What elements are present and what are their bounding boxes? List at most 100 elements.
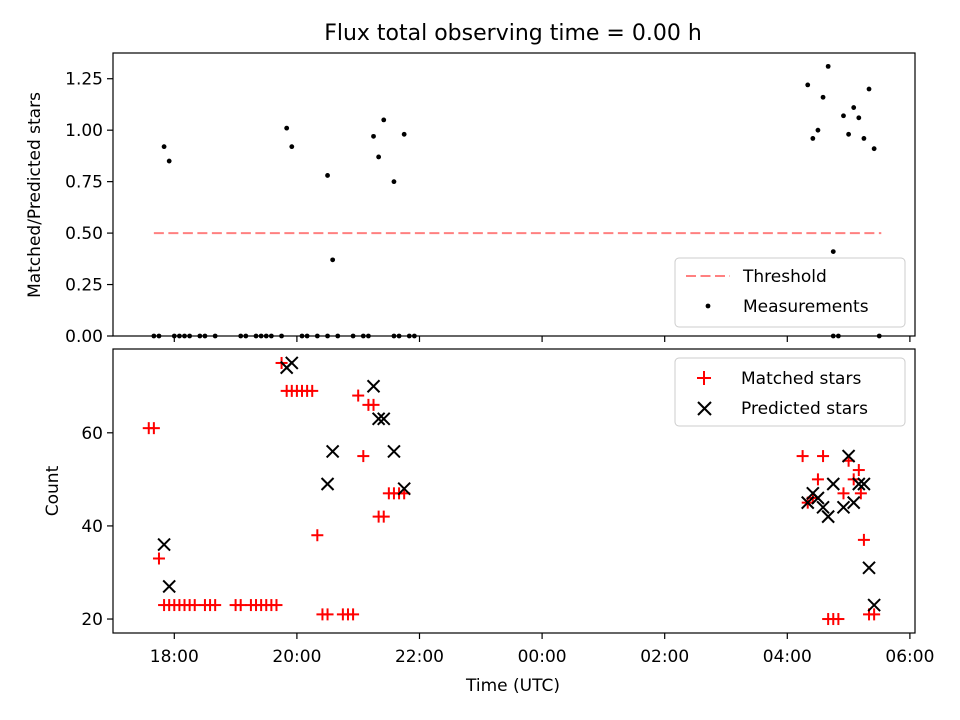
matched-point xyxy=(306,384,319,397)
matched-point xyxy=(311,529,324,542)
predicted-point xyxy=(857,477,871,491)
top-ytick-label: 1.25 xyxy=(65,70,103,90)
bottom-legend-box xyxy=(674,357,906,427)
predicted-point xyxy=(371,412,386,426)
top-ytick-label: 0.00 xyxy=(65,327,103,347)
legend-measurements-label: Measurements xyxy=(743,297,869,317)
predicted-point xyxy=(397,481,411,496)
top-title: Flux total observing time = 0.00 h xyxy=(324,21,702,46)
measurement-point xyxy=(805,82,811,88)
predicted-point xyxy=(157,537,171,552)
bottom-ytick-label: 60 xyxy=(81,424,103,444)
top-ytick-label: 1.00 xyxy=(65,121,103,141)
matched-point xyxy=(796,450,809,463)
top-ytick-label: 0.50 xyxy=(65,224,103,244)
matched-point xyxy=(147,422,160,435)
measurement-point xyxy=(401,131,407,137)
bottom-panel: Count Time (UTC) 20 40 60 18:00 20:00 22:00 00… xyxy=(43,348,934,696)
legend-predicted-swatch xyxy=(697,401,712,416)
legend-threshold-label: Threshold xyxy=(742,267,827,287)
predicted-point xyxy=(862,561,876,575)
measurement-point xyxy=(851,105,857,110)
measurement-point xyxy=(841,113,846,119)
predicted-point xyxy=(801,495,815,510)
measurement-point xyxy=(820,94,826,100)
bottom-xtick-label: 20:00 xyxy=(272,647,321,667)
measurement-point xyxy=(856,115,862,121)
legend-predicted-label: Predicted stars xyxy=(741,399,868,419)
top-legend-box xyxy=(674,257,906,328)
predicted-point xyxy=(852,477,866,491)
measurement-point xyxy=(391,179,397,185)
matched-point xyxy=(377,510,390,523)
predicted-point xyxy=(836,500,851,515)
bottom-xtick-label: 06:00 xyxy=(885,647,934,667)
predicted-point xyxy=(846,495,861,510)
top-axes-frame xyxy=(112,52,916,337)
matched-point xyxy=(857,533,870,546)
legend-matched-label: Matched stars xyxy=(741,369,861,389)
top-panel: Flux total observing time = 0.00 h Match… xyxy=(25,21,916,347)
predicted-point xyxy=(816,500,830,515)
matched-point xyxy=(852,464,865,477)
predicted-point xyxy=(325,444,340,459)
predicted-point xyxy=(377,412,391,426)
matched-point xyxy=(811,473,824,486)
measurement-point xyxy=(289,144,295,150)
bottom-xlabel: Time (UTC) xyxy=(465,676,560,696)
measurement-point xyxy=(381,117,387,123)
measurement-point xyxy=(871,146,877,152)
matched-point xyxy=(347,608,360,621)
predicted-point xyxy=(387,444,401,459)
bottom-xtick-label: 04:00 xyxy=(763,647,812,667)
bottom-xtick-label: 22:00 xyxy=(395,647,444,667)
matched-point xyxy=(837,487,850,500)
top-ylabel: Matched/Predicted stars xyxy=(25,92,45,298)
measurement-point xyxy=(166,158,172,164)
predicted-point xyxy=(841,449,856,463)
measurement-point xyxy=(284,125,290,131)
measurement-point xyxy=(161,144,167,150)
measurement-point xyxy=(376,154,382,160)
matched-point xyxy=(817,450,830,463)
matched-point xyxy=(832,613,845,626)
measurement-point xyxy=(330,257,336,263)
top-ytick-label: 0.75 xyxy=(65,173,103,193)
top-legend: Threshold Measurements xyxy=(674,257,906,328)
legend-matched-swatch xyxy=(697,371,711,385)
measurement-point xyxy=(846,131,851,137)
predicted-point xyxy=(821,509,835,524)
measurement-point xyxy=(830,249,836,255)
bottom-xtick-label: 00:00 xyxy=(518,647,567,667)
bottom-legend: Matched stars Predicted stars xyxy=(674,357,906,427)
matched-point xyxy=(352,389,365,402)
bottom-xtick-label: 18:00 xyxy=(150,647,199,667)
matched-point xyxy=(188,599,201,612)
bottom-axes-frame xyxy=(112,348,916,634)
predicted-series xyxy=(157,356,881,612)
legend-measurements-swatch xyxy=(705,303,711,309)
bottom-xtick-label: 02:00 xyxy=(640,647,689,667)
matched-point xyxy=(367,398,380,411)
measurement-point xyxy=(825,63,831,69)
predicted-point xyxy=(811,491,825,505)
measurement-point xyxy=(866,86,872,92)
measurement-point xyxy=(325,173,330,178)
matched-point xyxy=(152,552,165,565)
measurement-point xyxy=(371,133,376,139)
top-ytick-label: 0.25 xyxy=(65,276,103,296)
matched-point xyxy=(357,450,370,463)
predicted-point xyxy=(826,477,840,491)
measurement-point xyxy=(810,136,816,141)
matched-point xyxy=(270,599,283,612)
predicted-point xyxy=(366,379,381,393)
measurement-point xyxy=(861,136,867,141)
bottom-ytick-label: 20 xyxy=(81,610,103,630)
matched-point xyxy=(868,608,881,621)
predicted-point xyxy=(320,477,335,491)
bottom-ytick-label: 40 xyxy=(81,517,103,537)
matched-point xyxy=(321,608,334,621)
matched-point xyxy=(234,599,247,612)
predicted-point xyxy=(162,579,176,594)
bottom-ylabel: Count xyxy=(43,465,63,516)
